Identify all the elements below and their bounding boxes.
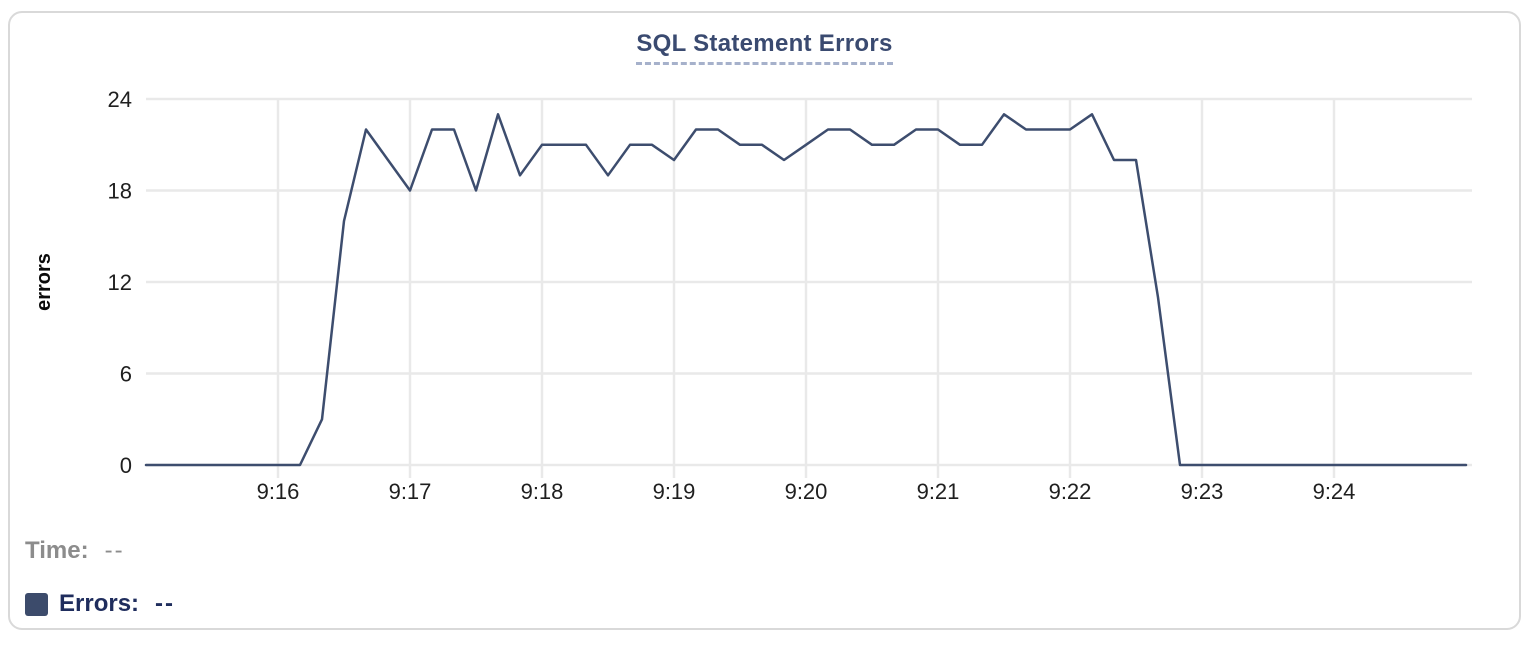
- chart-header: SQL Statement Errors: [10, 30, 1519, 65]
- y-tick-label: 0: [120, 453, 132, 478]
- errors-line-chart[interactable]: 0 6 12 18 24 9:16 9:17 9:18 9:19 9:20 9:21 9:22 9:23…: [10, 82, 1520, 512]
- y-tick-label: 24: [108, 87, 132, 112]
- y-axis-title: errors: [33, 253, 55, 311]
- x-tick-label: 9:21: [917, 479, 960, 504]
- time-value: --: [104, 537, 125, 564]
- x-tick-label: 9:24: [1313, 479, 1356, 504]
- x-tick-label: 9:23: [1181, 479, 1224, 504]
- errors-label: Errors:: [59, 590, 140, 617]
- y-tick-label: 12: [108, 270, 132, 295]
- errors-series-line: [144, 113, 1468, 467]
- x-tick-label: 9:20: [785, 479, 828, 504]
- chart-card: SQL Statement Errors 0 6 12 18 24 9:16 9:17 9:1…: [8, 11, 1521, 630]
- legend-errors-row[interactable]: Errors: --: [25, 590, 175, 618]
- x-tick-label: 9:17: [389, 479, 432, 504]
- errors-value: --: [155, 590, 176, 617]
- y-tick-label: 18: [108, 179, 132, 204]
- y-tick-label: 6: [120, 362, 132, 387]
- x-tick-label: 9:16: [257, 479, 300, 504]
- x-tick-label: 9:22: [1049, 479, 1092, 504]
- time-label: Time:: [25, 537, 89, 564]
- tooltip-time-row: Time: --: [25, 537, 125, 565]
- x-tick-label: 9:18: [521, 479, 564, 504]
- chart-title[interactable]: SQL Statement Errors: [636, 30, 893, 65]
- x-tick-label: 9:19: [653, 479, 696, 504]
- errors-series-swatch: [25, 592, 48, 616]
